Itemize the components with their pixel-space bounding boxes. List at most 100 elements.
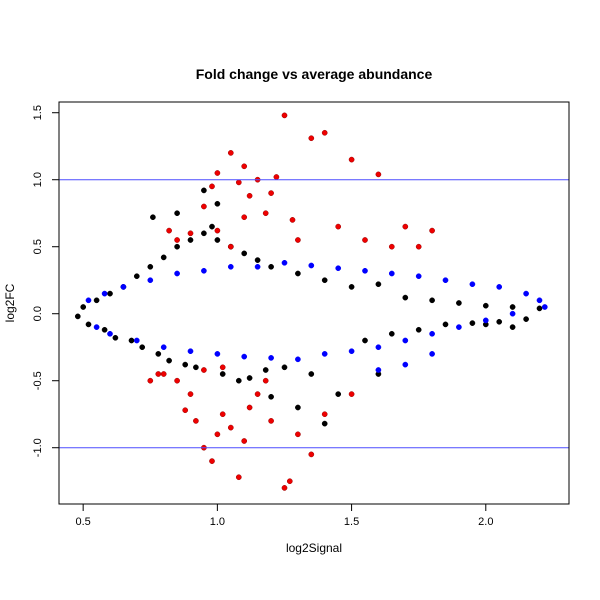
data-point	[155, 371, 162, 377]
y-axis-title: log2FC	[3, 283, 17, 322]
data-point	[155, 351, 162, 357]
data-point	[254, 391, 261, 397]
data-point	[429, 330, 435, 337]
x-tick-label: 2.0	[478, 516, 493, 528]
data-point	[166, 357, 172, 364]
data-point	[101, 290, 108, 297]
data-point	[375, 171, 382, 178]
data-point	[268, 263, 274, 270]
data-point	[182, 361, 189, 368]
data-point	[209, 183, 215, 190]
x-tick-label: 1.5	[344, 516, 359, 528]
data-point	[388, 243, 395, 250]
data-point	[496, 318, 503, 325]
data-point	[85, 297, 92, 304]
data-point	[308, 262, 315, 269]
data-point	[128, 337, 135, 344]
data-point	[402, 223, 409, 230]
markers-layer	[74, 112, 548, 491]
data-point	[246, 192, 253, 199]
data-point	[160, 344, 167, 351]
plot-frame	[58, 101, 570, 505]
data-point	[107, 290, 113, 297]
data-point	[227, 424, 234, 431]
data-point	[93, 297, 100, 304]
data-point	[120, 284, 127, 290]
data-point	[112, 334, 119, 341]
data-point	[469, 281, 476, 288]
data-point	[133, 337, 140, 344]
data-point	[174, 237, 180, 243]
data-point	[308, 371, 315, 377]
reference-lines	[59, 179, 569, 449]
data-point	[402, 337, 409, 344]
data-point	[321, 351, 328, 357]
data-point	[375, 367, 382, 373]
data-point	[93, 324, 100, 330]
data-point	[429, 297, 435, 304]
data-point	[101, 326, 108, 333]
data-point	[429, 351, 435, 357]
data-point	[321, 420, 328, 427]
data-point	[321, 277, 328, 284]
data-point	[187, 230, 194, 237]
data-point	[262, 367, 269, 373]
data-point	[219, 364, 226, 371]
data-point	[348, 391, 355, 397]
data-point	[415, 243, 422, 250]
data-point	[187, 391, 194, 397]
data-point	[214, 200, 221, 207]
data-point	[281, 112, 288, 119]
data-point	[286, 478, 293, 485]
data-point	[289, 217, 296, 223]
data-point	[456, 324, 462, 330]
data-point	[174, 243, 180, 250]
data-point	[147, 377, 154, 384]
data-point	[201, 203, 207, 210]
data-point	[227, 243, 234, 250]
data-point	[241, 250, 248, 257]
y-tick-label: 0.0	[32, 306, 44, 321]
data-point	[214, 237, 221, 243]
y-tick-label: 1.0	[32, 172, 44, 187]
data-point	[308, 135, 315, 142]
data-point	[469, 320, 476, 326]
x-tick-label: 1.0	[210, 516, 225, 528]
data-point	[241, 163, 248, 170]
data-point	[402, 294, 409, 301]
data-point	[209, 458, 215, 464]
data-point	[415, 326, 422, 333]
data-point	[214, 170, 221, 176]
data-point	[429, 227, 435, 234]
data-point	[174, 270, 180, 277]
data-point	[241, 438, 248, 444]
data-point	[281, 485, 288, 491]
data-point	[415, 273, 422, 280]
data-point	[193, 364, 199, 371]
data-point	[295, 356, 301, 363]
data-point	[219, 411, 226, 418]
data-point	[375, 281, 382, 288]
data-point	[246, 404, 253, 411]
data-point	[201, 230, 207, 237]
data-point	[268, 190, 274, 196]
data-point	[160, 371, 167, 377]
data-point	[362, 267, 368, 274]
data-point	[150, 214, 156, 221]
data-point	[442, 277, 449, 284]
data-point	[388, 270, 395, 277]
data-point	[335, 391, 342, 397]
y-tick-label: 1.5	[32, 105, 44, 120]
data-point	[160, 254, 167, 261]
data-point	[348, 284, 355, 290]
data-point	[182, 407, 189, 414]
data-point	[273, 174, 280, 180]
data-point	[235, 179, 242, 186]
data-point	[348, 156, 355, 163]
data-point	[201, 367, 207, 373]
data-point	[187, 237, 194, 243]
data-point	[147, 263, 154, 270]
data-point	[147, 277, 154, 284]
data-point	[214, 227, 221, 234]
